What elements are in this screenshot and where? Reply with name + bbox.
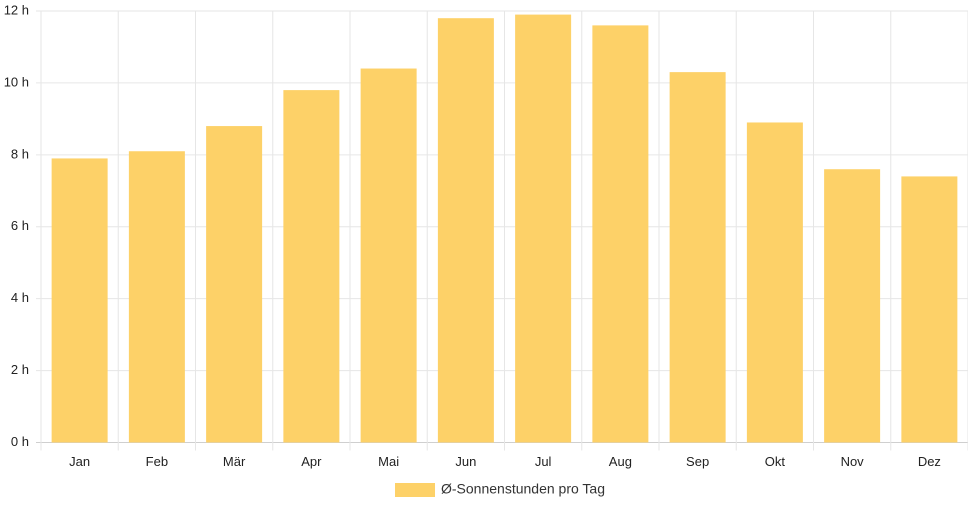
y-tick-label: 4 h [11,290,29,305]
bar-apr[interactable] [283,90,340,443]
x-tick-label: Aug [609,454,632,469]
x-tick-label: Jul [535,454,552,469]
x-tick-label: Dez [918,454,941,469]
y-tick-label: 6 h [11,218,29,233]
y-tick-label: 12 h [4,2,29,17]
chart-bars [51,14,958,443]
chart-legend[interactable]: Ø-Sonnenstunden pro Tag [395,481,605,497]
y-tick-label: 10 h [4,74,29,89]
bar-mai[interactable] [360,68,417,443]
y-tick-label: 2 h [11,362,29,377]
chart-grid [36,10,968,451]
x-tick-label: Apr [301,454,322,469]
x-tick-label: Jan [69,454,90,469]
bar-feb[interactable] [128,151,185,443]
bar-jul[interactable] [515,14,572,443]
bar-aug[interactable] [592,25,649,443]
x-axis-ticks: Jan Feb Mär Apr Mai Jun Jul Aug Sep Okt Nov Dez [69,454,941,469]
y-tick-label: 8 h [11,146,29,161]
y-axis-ticks: 0 h 2 h 4 h 6 h 8 h 10 h 12 h [4,2,29,449]
x-tick-label: Feb [146,454,168,469]
legend-swatch[interactable] [395,483,436,497]
bar-jun[interactable] [437,18,494,443]
x-tick-label: Mai [378,454,399,469]
bar-okt[interactable] [746,122,803,443]
bar-nov[interactable] [824,169,881,443]
x-tick-label: Okt [765,454,786,469]
legend-label: Ø-Sonnenstunden pro Tag [441,481,605,497]
bar-jan[interactable] [51,158,108,443]
y-tick-label: 0 h [11,434,29,449]
x-tick-label: Nov [841,454,865,469]
x-tick-label: Mär [223,454,246,469]
bar-sep[interactable] [669,72,726,443]
bar-dez[interactable] [901,176,958,443]
x-tick-label: Sep [686,454,709,469]
bar-mär[interactable] [206,126,263,443]
x-tick-label: Jun [455,454,476,469]
